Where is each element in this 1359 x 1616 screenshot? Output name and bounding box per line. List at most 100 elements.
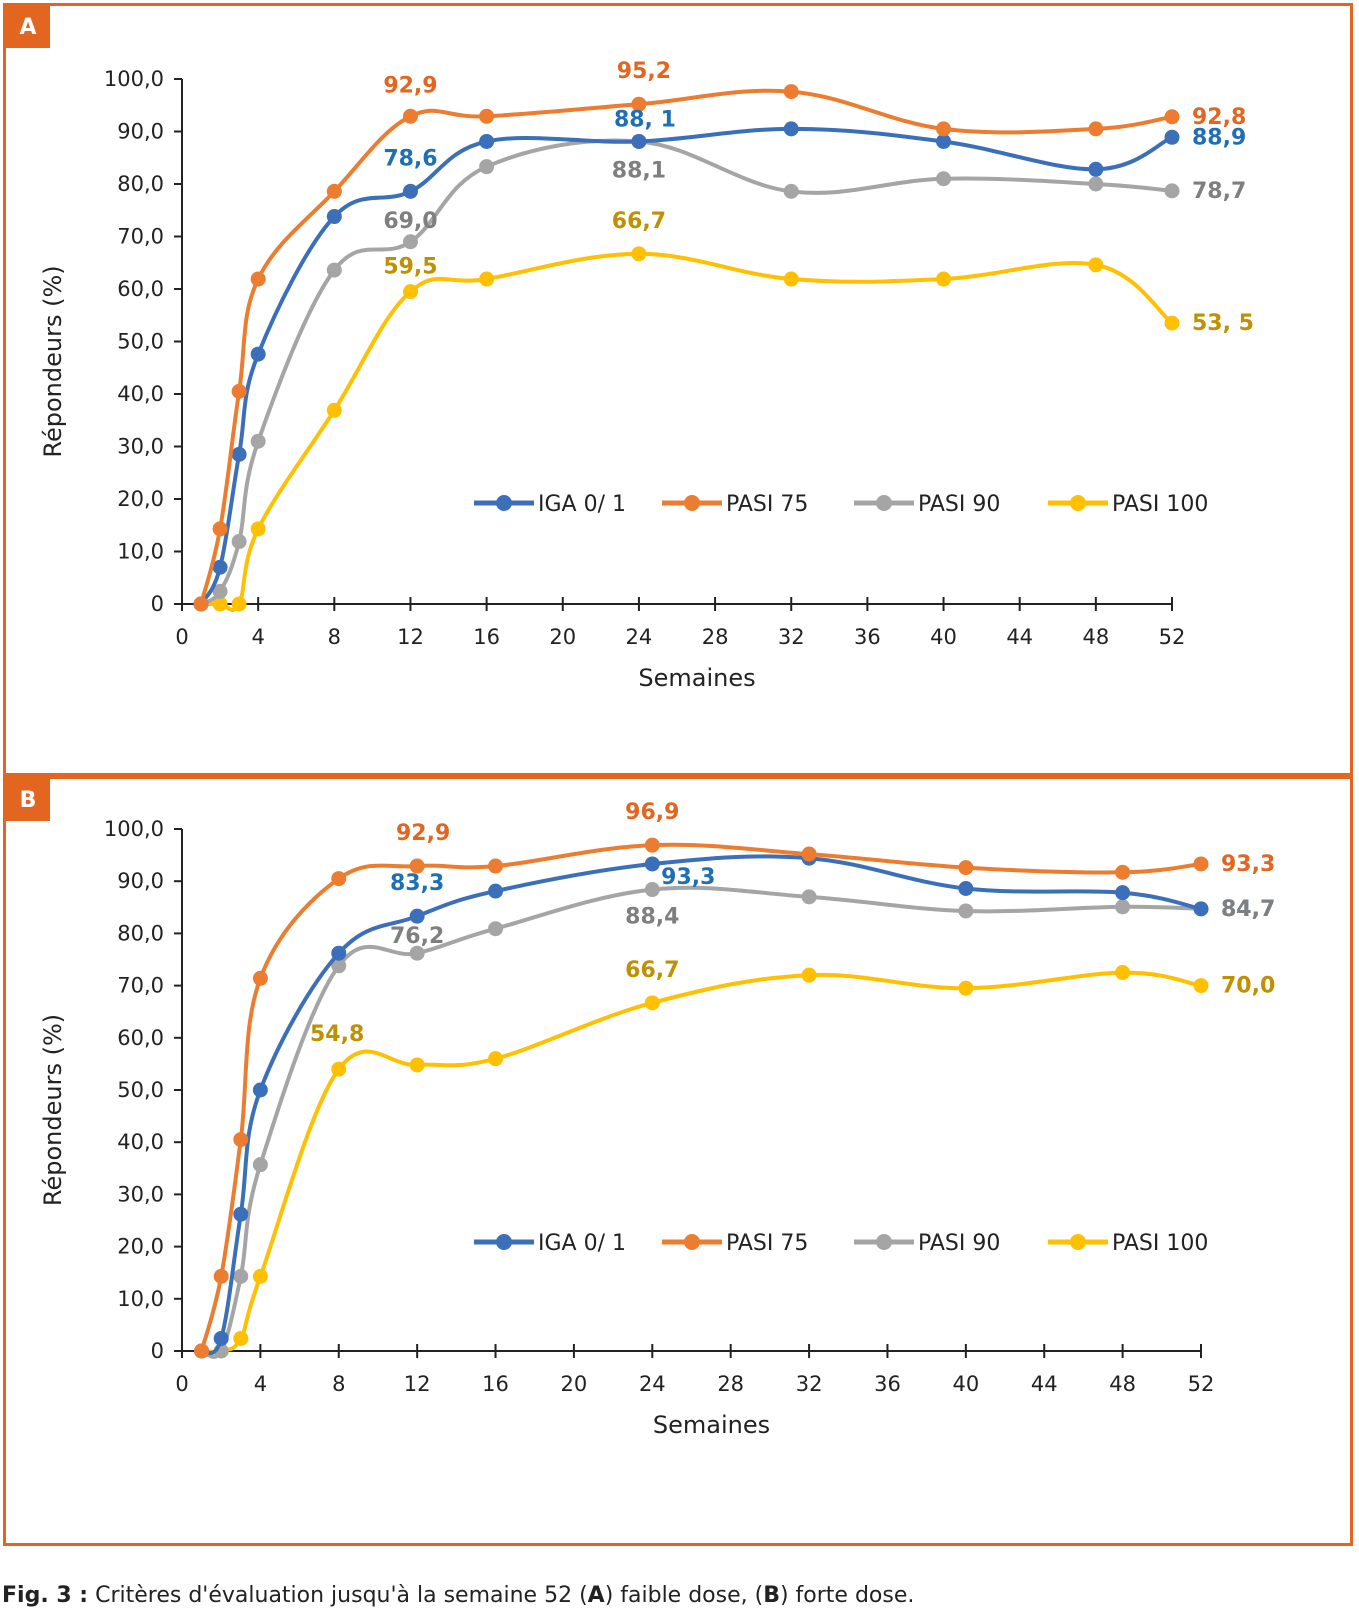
- x-tick-label: 0: [175, 625, 188, 649]
- data-point-iga: [1088, 161, 1104, 177]
- figure-caption: Fig. 3 : Critères d'évaluation jusqu'à l…: [2, 1583, 914, 1608]
- y-tick-label: 20,0: [117, 487, 164, 511]
- y-tick-label: 90,0: [117, 120, 164, 144]
- data-point-iga: [252, 1082, 268, 1098]
- y-tick-label: 10,0: [117, 540, 164, 564]
- data-point-pasi75: [631, 96, 647, 112]
- data-point-pasi90: [250, 433, 266, 449]
- data-label-pasi90: 76,2: [390, 924, 444, 949]
- data-point-iga: [783, 121, 799, 137]
- data-label-pasi100: 54,8: [310, 1022, 364, 1047]
- series-line-iga: [199, 854, 1203, 1356]
- data-label-iga: 83,3: [390, 871, 444, 896]
- x-tick-label: 36: [874, 1372, 901, 1396]
- y-tick-label: 80,0: [117, 921, 164, 945]
- legend-label-pasi90: PASI 90: [918, 492, 1000, 517]
- data-point-pasi100: [479, 271, 495, 287]
- x-tick-label: 0: [175, 1372, 188, 1396]
- y-tick-label: 70,0: [117, 225, 164, 249]
- caption-label: Fig. 3 :: [2, 1583, 89, 1608]
- legend-marker-iga: [496, 1234, 512, 1250]
- data-point-iga: [958, 881, 974, 897]
- data-point-iga: [213, 1330, 229, 1346]
- data-point-pasi100: [212, 596, 228, 612]
- data-label-pasi75: 95,2: [617, 59, 671, 84]
- chart-panel-a: A 0 10,0 20,0 30,0 40,0 50,0 60,0 70,0 80,0 90,0 1…: [3, 3, 1353, 776]
- data-point-pasi90: [488, 921, 504, 937]
- data-point-pasi90: [331, 958, 347, 974]
- data-point-pasi100: [409, 1057, 425, 1073]
- legend-label-iga: IGA 0/ 1: [538, 492, 626, 517]
- data-point-pasi90: [326, 262, 342, 278]
- chart-panel-b: B 0 10,0 20,0 30,0 40,0 50,0 60,0 70,0 80,0 90,0 1…: [3, 776, 1353, 1546]
- data-label-pasi75: 96,9: [625, 800, 679, 825]
- data-point-pasi90: [231, 534, 247, 550]
- data-point-iga: [631, 133, 647, 149]
- data-point-pasi75: [479, 108, 495, 124]
- x-tick-label: 24: [639, 1372, 666, 1396]
- legend-marker-pasi100: [1070, 1234, 1086, 1250]
- data-point-iga: [326, 209, 342, 225]
- data-label-iga: 88,9: [1192, 125, 1246, 150]
- data-label-pasi100: 70,0: [1221, 974, 1275, 999]
- data-point-pasi75: [1088, 121, 1104, 137]
- data-point-pasi75: [936, 121, 952, 137]
- data-point-iga: [231, 446, 247, 462]
- data-label-pasi90: 69,0: [383, 209, 437, 234]
- data-label-pasi75: 92,9: [396, 821, 450, 846]
- data-point-pasi100: [331, 1061, 347, 1077]
- data-point-pasi75: [212, 521, 228, 537]
- y-tick-label: 50,0: [117, 330, 164, 354]
- legend-marker-pasi100: [1070, 495, 1086, 511]
- data-point-pasi90: [402, 234, 418, 250]
- x-axis-title: Semaines: [653, 1411, 770, 1439]
- data-point-pasi75: [193, 596, 209, 612]
- y-tick-label: 30,0: [117, 435, 164, 459]
- legend-marker-pasi75: [684, 1234, 700, 1250]
- legend-label-pasi100: PASI 100: [1112, 492, 1208, 517]
- data-point-pasi75: [250, 271, 266, 287]
- x-tick-label: 8: [332, 1372, 345, 1396]
- data-label-pasi90: 88,1: [612, 158, 666, 183]
- x-tick-label: 16: [473, 625, 500, 649]
- data-point-pasi100: [1164, 315, 1180, 331]
- data-point-pasi75: [644, 837, 660, 853]
- y-tick-label: 100,0: [104, 67, 164, 91]
- x-tick-label: 44: [1006, 625, 1033, 649]
- line-chart-a: 0 10,0 20,0 30,0 40,0 50,0 60,0 70,0 80,0 90,0 100…: [39, 59, 1254, 692]
- y-tick-label: 0: [151, 1339, 164, 1363]
- legend-marker-pasi75: [684, 495, 700, 511]
- legend-label-pasi75: PASI 75: [726, 492, 808, 517]
- data-label-iga: 84,7: [1221, 897, 1275, 922]
- x-tick-label: 20: [549, 625, 576, 649]
- data-label-pasi100: 53, 5: [1192, 311, 1254, 336]
- data-point-pasi100: [1115, 965, 1131, 981]
- legend-label-pasi100: PASI 100: [1112, 1231, 1208, 1256]
- data-point-iga: [488, 883, 504, 899]
- panel-label-a: A: [6, 6, 50, 48]
- y-axis-title: Répondeurs (%): [39, 1014, 67, 1206]
- data-point-pasi90: [936, 171, 952, 187]
- data-point-pasi100: [488, 1051, 504, 1067]
- data-point-pasi75: [231, 383, 247, 399]
- data-point-iga: [409, 908, 425, 924]
- y-tick-label: 40,0: [117, 1130, 164, 1154]
- data-point-pasi90: [212, 583, 228, 599]
- x-tick-label: 12: [397, 625, 424, 649]
- x-tick-label: 40: [952, 1372, 979, 1396]
- data-point-pasi75: [409, 858, 425, 874]
- data-point-iga: [1164, 129, 1180, 145]
- data-point-pasi90: [252, 1157, 268, 1173]
- y-tick-label: 80,0: [117, 172, 164, 196]
- x-tick-label: 48: [1082, 625, 1109, 649]
- data-point-pasi90: [644, 882, 660, 898]
- caption-text-2: ) faible dose, (: [604, 1583, 764, 1608]
- series-line-iga: [199, 126, 1174, 606]
- series-line-pasi90: [199, 138, 1174, 606]
- y-tick-label: 60,0: [117, 1026, 164, 1050]
- x-tick-label: 12: [404, 1372, 431, 1396]
- legend-label-pasi75: PASI 75: [726, 1231, 808, 1256]
- data-point-iga: [402, 183, 418, 199]
- x-tick-label: 28: [702, 625, 729, 649]
- y-tick-label: 60,0: [117, 277, 164, 301]
